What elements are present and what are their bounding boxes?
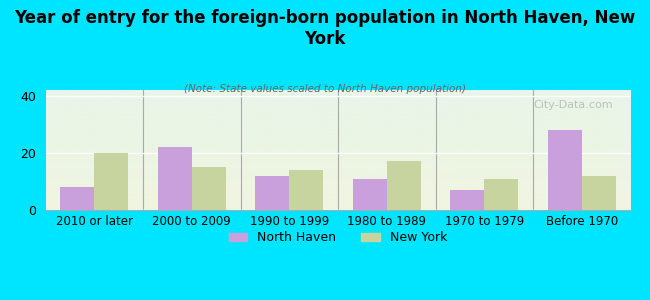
Legend: North Haven, New York: North Haven, New York <box>224 226 452 249</box>
Bar <box>450 190 484 210</box>
Bar <box>60 187 94 210</box>
Bar <box>94 153 129 210</box>
Text: Year of entry for the foreign-born population in North Haven, New
York: Year of entry for the foreign-born popul… <box>14 9 636 48</box>
Bar <box>387 161 421 210</box>
Bar <box>484 178 519 210</box>
Bar <box>157 147 192 210</box>
Bar <box>353 178 387 210</box>
Bar <box>289 170 324 210</box>
Bar <box>547 130 582 210</box>
Text: (Note: State values scaled to North Haven population): (Note: State values scaled to North Have… <box>184 84 466 94</box>
Bar <box>255 176 289 210</box>
Text: City-Data.com: City-Data.com <box>533 100 613 110</box>
Bar <box>192 167 226 210</box>
Bar <box>582 176 616 210</box>
